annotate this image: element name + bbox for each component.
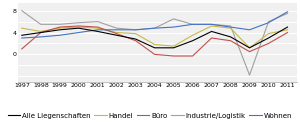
Line: Wohnen: Wohnen [22, 12, 287, 38]
Wohnen [229, 26, 232, 28]
Alle Liegenschaften [229, 36, 232, 38]
Alle Liegenschaften [267, 37, 270, 39]
Alle Liegenschaften [96, 31, 100, 32]
Alle Liegenschaften [153, 47, 157, 49]
Alle Liegenschaften [39, 32, 43, 33]
Legend: Alle Liegenschaften, Handel, Büro, Industrie/Logistik, Wohnen: Alle Liegenschaften, Handel, Büro, Indus… [5, 110, 295, 122]
Wohnen [267, 22, 270, 24]
Büro [39, 32, 43, 33]
Industrie/Logistik [115, 27, 119, 29]
Büro [153, 54, 157, 55]
Handel [172, 45, 175, 47]
Büro [115, 33, 119, 34]
Alle Liegenschaften [77, 27, 80, 29]
Wohnen [172, 26, 175, 28]
Handel [58, 27, 61, 29]
Handel [191, 34, 194, 36]
Büro [58, 26, 61, 28]
Handel [96, 27, 100, 29]
Wohnen [248, 29, 251, 30]
Handel [248, 47, 251, 49]
Handel [20, 27, 24, 29]
Line: Büro: Büro [22, 26, 287, 56]
Industrie/Logistik [153, 27, 157, 29]
Büro [267, 43, 270, 44]
Handel [77, 26, 80, 28]
Wohnen [58, 34, 61, 36]
Industrie/Logistik [39, 24, 43, 25]
Wohnen [153, 27, 157, 29]
Alle Liegenschaften [210, 31, 213, 32]
Wohnen [39, 36, 43, 38]
Büro [229, 40, 232, 42]
Alle Liegenschaften [20, 34, 24, 36]
Büro [172, 55, 175, 57]
Büro [286, 32, 289, 33]
Industrie/Logistik [58, 24, 61, 25]
Büro [191, 55, 194, 57]
Industrie/Logistik [96, 21, 100, 22]
Wohnen [210, 24, 213, 25]
Wohnen [77, 32, 80, 33]
Handel [115, 32, 119, 33]
Wohnen [134, 29, 137, 30]
Line: Handel: Handel [22, 26, 287, 48]
Alle Liegenschaften [191, 40, 194, 42]
Alle Liegenschaften [286, 26, 289, 28]
Alle Liegenschaften [172, 47, 175, 49]
Wohnen [20, 37, 24, 39]
Industrie/Logistik [286, 13, 289, 14]
Büro [210, 37, 213, 39]
Industrie/Logistik [77, 22, 80, 24]
Alle Liegenschaften [134, 38, 137, 40]
Alle Liegenschaften [248, 47, 251, 49]
Wohnen [191, 24, 194, 25]
Industrie/Logistik [229, 25, 232, 27]
Industrie/Logistik [267, 21, 270, 22]
Handel [267, 33, 270, 34]
Industrie/Logistik [20, 10, 24, 12]
Wohnen [115, 29, 119, 30]
Handel [39, 31, 43, 32]
Büro [96, 26, 100, 28]
Industrie/Logistik [134, 29, 137, 30]
Wohnen [96, 29, 100, 30]
Handel [210, 25, 213, 27]
Büro [77, 25, 80, 27]
Industrie/Logistik [191, 24, 194, 25]
Alle Liegenschaften [58, 29, 61, 30]
Handel [229, 27, 232, 29]
Alle Liegenschaften [115, 34, 119, 36]
Industrie/Logistik [210, 24, 213, 25]
Wohnen [286, 11, 289, 13]
Handel [153, 44, 157, 45]
Industrie/Logistik [248, 74, 251, 76]
Handel [134, 33, 137, 34]
Industrie/Logistik [172, 18, 175, 20]
Büro [20, 48, 24, 50]
Line: Industrie/Logistik: Industrie/Logistik [22, 11, 287, 75]
Line: Alle Liegenschaften: Alle Liegenschaften [22, 27, 287, 48]
Büro [248, 51, 251, 52]
Handel [286, 29, 289, 30]
Büro [134, 40, 137, 42]
